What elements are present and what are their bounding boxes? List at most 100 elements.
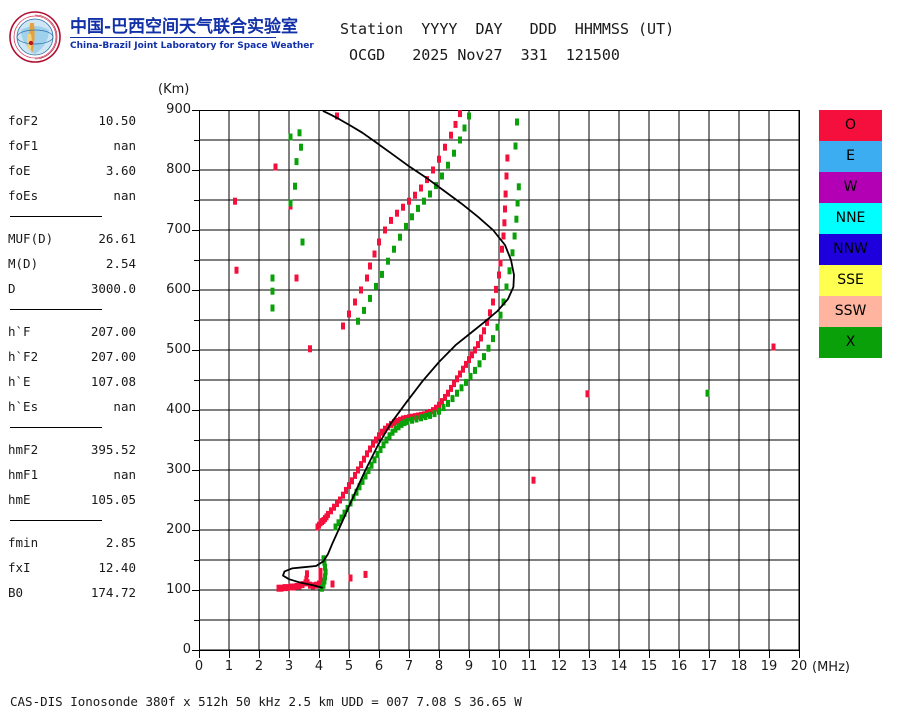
parameter-value: 3000.0 <box>90 281 136 296</box>
x-axis-tick-label: 13 <box>580 659 598 674</box>
parameter-value: 207.00 <box>90 324 136 339</box>
x-axis-tick-mark <box>649 651 650 658</box>
x-axis-tick-mark <box>799 651 800 658</box>
parameter-value: 395.52 <box>90 442 136 457</box>
parameter-value: 2.85 <box>105 535 136 550</box>
x-axis-tick-mark <box>289 651 290 658</box>
parameter-key: D <box>8 281 16 296</box>
x-axis-tick-mark <box>259 651 260 658</box>
legend-item-label: SSW <box>834 303 867 319</box>
parameter-value: nan <box>113 467 136 482</box>
parameter-key: foE <box>8 163 31 178</box>
x-axis-tick-mark <box>559 651 560 658</box>
parameter-row: foF2 10.50 <box>8 108 136 133</box>
x-axis-tick-label: 8 <box>434 659 444 674</box>
y-axis-minor-tick <box>194 380 199 381</box>
ionogram-plot[interactable] <box>199 110 800 651</box>
instrument-footer: CAS-DIS Ionosonde 380f x 512h 50 kHz 2.5… <box>10 694 522 709</box>
header-values-row: OCGD 2025 Nov27 331 121500 <box>340 46 620 64</box>
logo-title-en: China-Brazil Joint Laboratory for Space … <box>70 41 314 51</box>
parameter-row: B0 174.72 <box>8 580 136 605</box>
y-axis-tick-label: 700 <box>166 222 191 237</box>
parameter-row: fmin 2.85 <box>8 530 136 555</box>
parameter-key: hmE <box>8 492 31 507</box>
x-axis-tick-mark <box>709 651 710 658</box>
parameter-group-divider <box>10 309 102 310</box>
x-axis-tick-label: 14 <box>610 659 628 674</box>
x-axis-tick-label: 5 <box>344 659 354 674</box>
parameter-row: foEs nan <box>8 183 136 208</box>
parameter-value: 26.61 <box>98 231 136 246</box>
x-axis-tick-mark <box>679 651 680 658</box>
x-axis-tick-mark <box>469 651 470 658</box>
y-axis-tick-mark <box>192 230 199 231</box>
x-axis-tick-label: 2 <box>254 659 264 674</box>
y-axis-tick-label: 300 <box>166 462 191 477</box>
x-axis-tick-mark <box>769 651 770 658</box>
legend-item-label: NNW <box>833 241 868 257</box>
plot-data-layer <box>233 110 776 592</box>
y-axis-tick-mark <box>192 530 199 531</box>
legend-item-w[interactable]: W <box>819 172 882 203</box>
y-axis-tick-mark <box>192 470 199 471</box>
legend-item-label: E <box>846 148 855 164</box>
lab-logo: 中国-巴西空间天气联合实验室 China-Brazil Joint Labora… <box>8 8 314 68</box>
parameter-value: 207.00 <box>90 349 136 364</box>
y-axis-tick-mark <box>192 650 199 651</box>
parameter-row: hmF2 395.52 <box>8 437 136 462</box>
y-axis-minor-tick <box>194 140 199 141</box>
parameter-row: h`F 207.00 <box>8 319 136 344</box>
x-axis-tick-label: 1 <box>224 659 234 674</box>
parameter-value: 174.72 <box>90 585 136 600</box>
legend-item-nne[interactable]: NNE <box>819 203 882 234</box>
y-axis-minor-tick <box>194 200 199 201</box>
legend-item-ssw[interactable]: SSW <box>819 296 882 327</box>
parameter-key: foEs <box>8 188 39 203</box>
x-axis-tick-label: 10 <box>490 659 508 674</box>
legend-item-x[interactable]: X <box>819 327 882 358</box>
x-axis-tick-label: 7 <box>404 659 414 674</box>
y-axis-tick-label: 200 <box>166 522 191 537</box>
x-axis-tick-label: 20 <box>790 659 808 674</box>
legend-item-nnw[interactable]: NNW <box>819 234 882 265</box>
x-axis-tick-label: 17 <box>700 659 718 674</box>
ionogram-parameters-panel: foF2 10.50 foF1 nan foE 3.60 foEs nan MUF(D) 26.6… <box>8 108 136 605</box>
y-axis-tick-label: 800 <box>166 162 191 177</box>
x-axis-tick-mark <box>589 651 590 658</box>
legend-item-sse[interactable]: SSE <box>819 265 882 296</box>
x-axis-tick-mark <box>409 651 410 658</box>
parameter-key: hmF2 <box>8 442 39 457</box>
y-axis-minor-tick <box>194 260 199 261</box>
header-labels-row: Station YYYY DAY DDD HHMMSS (UT) <box>340 20 675 38</box>
parameter-row: fxI 12.40 <box>8 555 136 580</box>
legend-item-label: X <box>845 334 856 350</box>
x-axis-tick-label: 0 <box>194 659 204 674</box>
logo-divider <box>70 37 276 38</box>
x-axis-tick-mark <box>439 651 440 658</box>
parameter-value: 3.60 <box>105 163 136 178</box>
y-axis-tick-label: 100 <box>166 582 191 597</box>
parameter-row: M(D) 2.54 <box>8 251 136 276</box>
parameter-key: h`F2 <box>8 349 39 364</box>
parameter-group-divider <box>10 520 102 521</box>
y-axis-tick-label: 900 <box>166 102 191 117</box>
parameter-row: h`F2 207.00 <box>8 344 136 369</box>
x-axis-tick-mark <box>499 651 500 658</box>
x-axis-unit-label: (MHz) <box>812 660 850 675</box>
x-axis-tick-label: 3 <box>284 659 294 674</box>
x-axis-tick-label: 9 <box>464 659 474 674</box>
x-axis-tick-label: 4 <box>314 659 324 674</box>
parameter-key: h`F <box>8 324 31 339</box>
y-axis-tick-mark <box>192 410 199 411</box>
legend-item-e[interactable]: E <box>819 141 882 172</box>
x-axis-tick-label: 15 <box>640 659 658 674</box>
y-axis-tick-mark <box>192 110 199 111</box>
legend-item-o[interactable]: O <box>819 110 882 141</box>
x-axis-tick-mark <box>319 651 320 658</box>
polarization-legend[interactable]: O E W NNE NNW SSE SSW X <box>819 110 882 358</box>
x-axis-tick-label: 12 <box>550 659 568 674</box>
station-header: Station YYYY DAY DDD HHMMSS (UT) OCGD 20… <box>340 16 760 68</box>
parameter-row: MUF(D) 26.61 <box>8 226 136 251</box>
parameter-value: 2.54 <box>105 256 136 271</box>
x-axis-tick-mark <box>379 651 380 658</box>
